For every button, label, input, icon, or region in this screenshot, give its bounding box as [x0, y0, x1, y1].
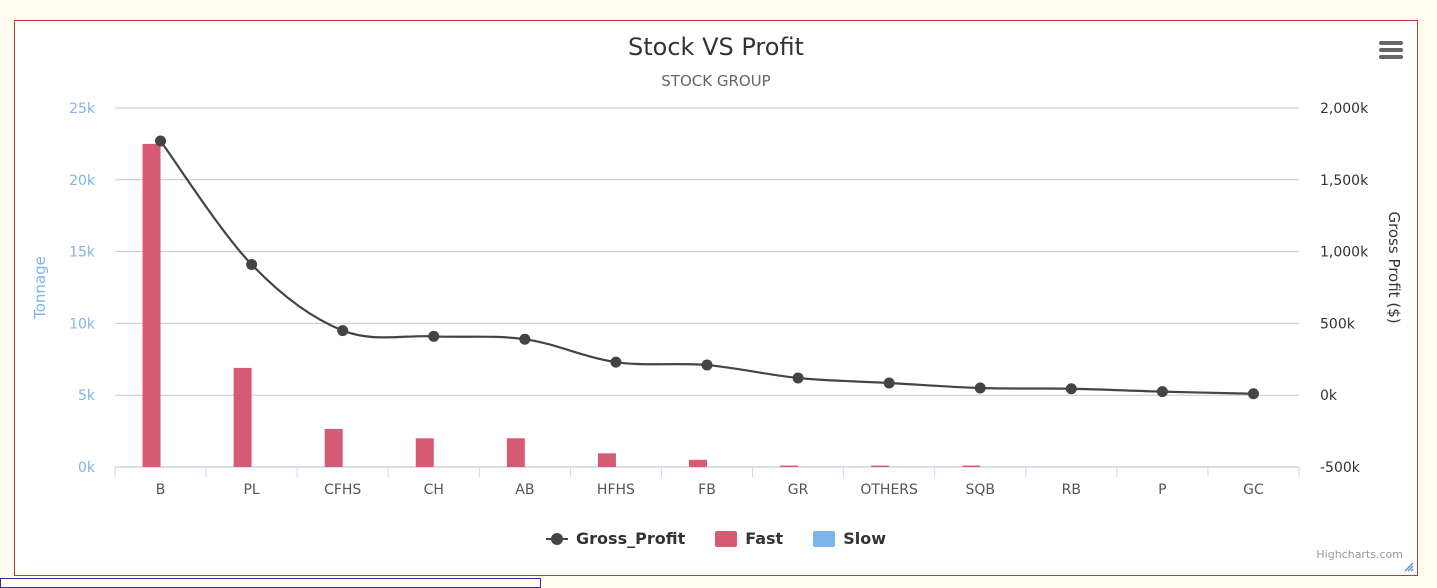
point-gross-profit — [1156, 386, 1168, 398]
point-gross-profit — [610, 356, 622, 368]
y-left-tick-label: 5k — [78, 388, 96, 404]
y-right-axis-title: Gross Profit ($) — [1385, 211, 1403, 323]
y-left-axis-title: Tonnage — [31, 256, 49, 320]
point-gross-profit — [974, 382, 986, 394]
legend-label: Gross_Profit — [576, 529, 686, 548]
bar-fast — [506, 438, 525, 467]
bar-fast — [597, 453, 616, 467]
point-gross-profit — [246, 259, 258, 271]
y-left-tick-label: 0k — [78, 460, 96, 476]
x-tick-label: FB — [698, 482, 716, 498]
y-left-tick-label: 15k — [69, 245, 96, 261]
credits-link[interactable]: Highcharts.com — [1316, 548, 1403, 561]
series-line-gross-profit — [159, 140, 1254, 395]
bar-fast — [689, 459, 707, 467]
bar-fast — [871, 465, 890, 467]
resize-handle-icon[interactable] — [1404, 562, 1414, 572]
line-marker-icon — [546, 532, 569, 545]
legend-item-slow[interactable]: Slow — [813, 529, 886, 548]
footer-panel — [0, 578, 541, 588]
bar-fast — [233, 367, 252, 467]
legend-label: Fast — [745, 529, 784, 548]
x-tick-label: CFHS — [324, 482, 361, 498]
point-gross-profit — [428, 330, 440, 342]
legend-item-fast[interactable]: Fast — [715, 529, 783, 548]
point-gross-profit — [1065, 383, 1077, 395]
point-gross-profit — [701, 359, 713, 371]
point-gross-profit — [792, 372, 804, 384]
x-tick-label: OTHERS — [860, 482, 918, 498]
x-tick-label: CH — [424, 482, 444, 498]
bar-fast — [415, 438, 434, 467]
legend-item-gross-profit[interactable]: Gross_Profit — [546, 529, 685, 548]
bar-fast — [780, 465, 799, 467]
x-tick-label: SQB — [965, 482, 995, 498]
chart-container: 0k 5k 10k 15k 20k 25k -500k 0k 500k 1,000k 1,500k 2… — [14, 20, 1418, 576]
y-left-tick-label: 10k — [69, 316, 96, 332]
x-tick-label: AB — [515, 482, 534, 498]
color-swatch-icon — [715, 530, 738, 547]
x-tick-label: HFHS — [597, 482, 635, 498]
x-tick-label: PL — [243, 482, 259, 498]
y-right-tick-label: 1,500k — [1320, 173, 1369, 189]
x-tick-label: B — [156, 482, 166, 498]
y-left-tick-label: 20k — [69, 173, 96, 189]
color-swatch-icon — [813, 530, 836, 547]
y-right-tick-label: 1,000k — [1320, 245, 1369, 261]
x-tick-label: P — [1158, 482, 1166, 498]
y-right-tick-label: 0k — [1320, 388, 1338, 404]
x-tick-label: GR — [788, 482, 809, 498]
point-gross-profit — [519, 333, 531, 345]
chart-plot: 0k 5k 10k 15k 20k 25k -500k 0k 500k 1,000k 1,500k 2… — [31, 101, 1403, 498]
y-right-tick-label: 2,000k — [1320, 101, 1369, 117]
y-right-tick-label: -500k — [1320, 460, 1361, 476]
chart-subtitle: STOCK GROUP — [661, 72, 771, 90]
hamburger-menu-icon[interactable] — [1379, 41, 1403, 61]
bar-fast — [324, 428, 343, 467]
chart-title: Stock VS Profit — [628, 33, 804, 61]
point-gross-profit — [883, 377, 895, 389]
bar-fast — [142, 143, 161, 467]
point-gross-profit — [1247, 388, 1259, 400]
point-gross-profit — [337, 325, 349, 337]
y-left-tick-label: 25k — [69, 101, 96, 117]
bar-fast — [962, 465, 981, 467]
y-right-tick-label: 500k — [1320, 316, 1356, 332]
x-tick-label: GC — [1243, 482, 1264, 498]
chart-legend: Gross_Profit Fast Slow — [15, 529, 1417, 548]
legend-label: Slow — [843, 529, 886, 548]
x-tick-label: RB — [1062, 482, 1081, 498]
point-gross-profit — [155, 135, 167, 147]
